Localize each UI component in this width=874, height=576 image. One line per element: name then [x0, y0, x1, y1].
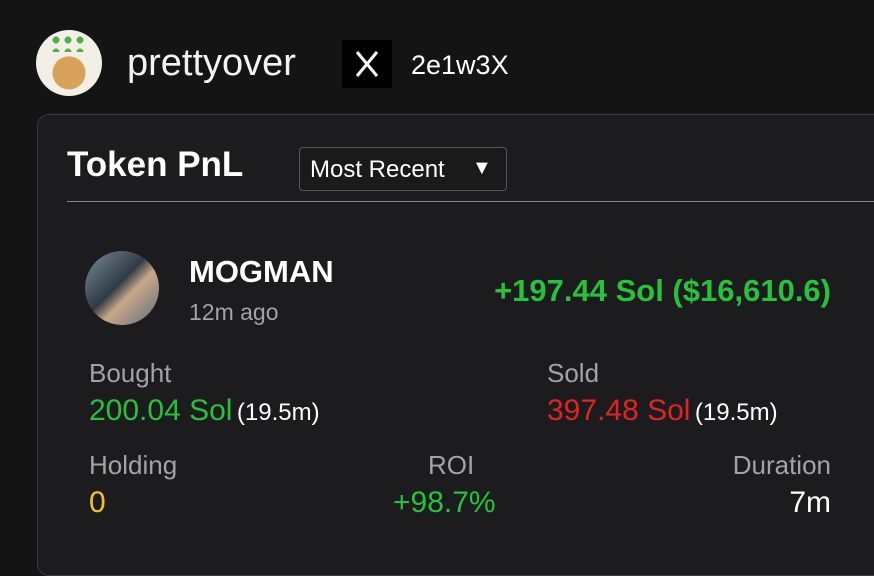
- sold-value: 397.48 Sol: [547, 394, 691, 427]
- card: Token PnL Most Recent ▼ MOGMAN 12m ago +…: [37, 114, 874, 576]
- token-time: 12m ago: [189, 299, 279, 325]
- profile-handle[interactable]: 2e1w3X: [411, 50, 509, 80]
- duration-value: 7m: [789, 486, 831, 519]
- dropdown[interactable]: Most Recent ▼: [299, 147, 507, 191]
- bought-value: 200.04 Sol: [89, 394, 233, 427]
- bought-duration: (19.5m): [236, 399, 320, 426]
- sold-duration: (19.5m): [694, 399, 778, 426]
- bought-row: 200.04 Sol (19.5m): [89, 394, 320, 428]
- dropdown-label: Most Recent: [310, 156, 445, 183]
- sold-row: 397.48 Sol (19.5m): [547, 394, 778, 428]
- token-name[interactable]: MOGMAN: [189, 254, 334, 289]
- sold-label: Sold: [547, 358, 600, 388]
- bought-label: Bought: [89, 358, 172, 388]
- holding-value: 0: [89, 486, 106, 519]
- card-title: Token PnL: [67, 145, 244, 184]
- holding-label: Holding: [89, 450, 178, 480]
- profile-name[interactable]: prettyover: [127, 42, 296, 84]
- divider: [67, 201, 874, 202]
- token-pnl: +197.44 Sol ($16,610.6): [494, 273, 831, 308]
- duration-label: Duration: [732, 450, 831, 480]
- token-avatar[interactable]: [85, 251, 159, 325]
- page: prettyover 2e1w3X Token PnL Most Recent …: [36, 30, 874, 576]
- avatar[interactable]: [36, 30, 102, 96]
- x-logo[interactable]: [342, 40, 392, 88]
- roi-value: +98.7%: [393, 486, 496, 519]
- dropdown-arrow: ▼: [472, 157, 492, 179]
- roi-label: ROI: [428, 450, 475, 480]
